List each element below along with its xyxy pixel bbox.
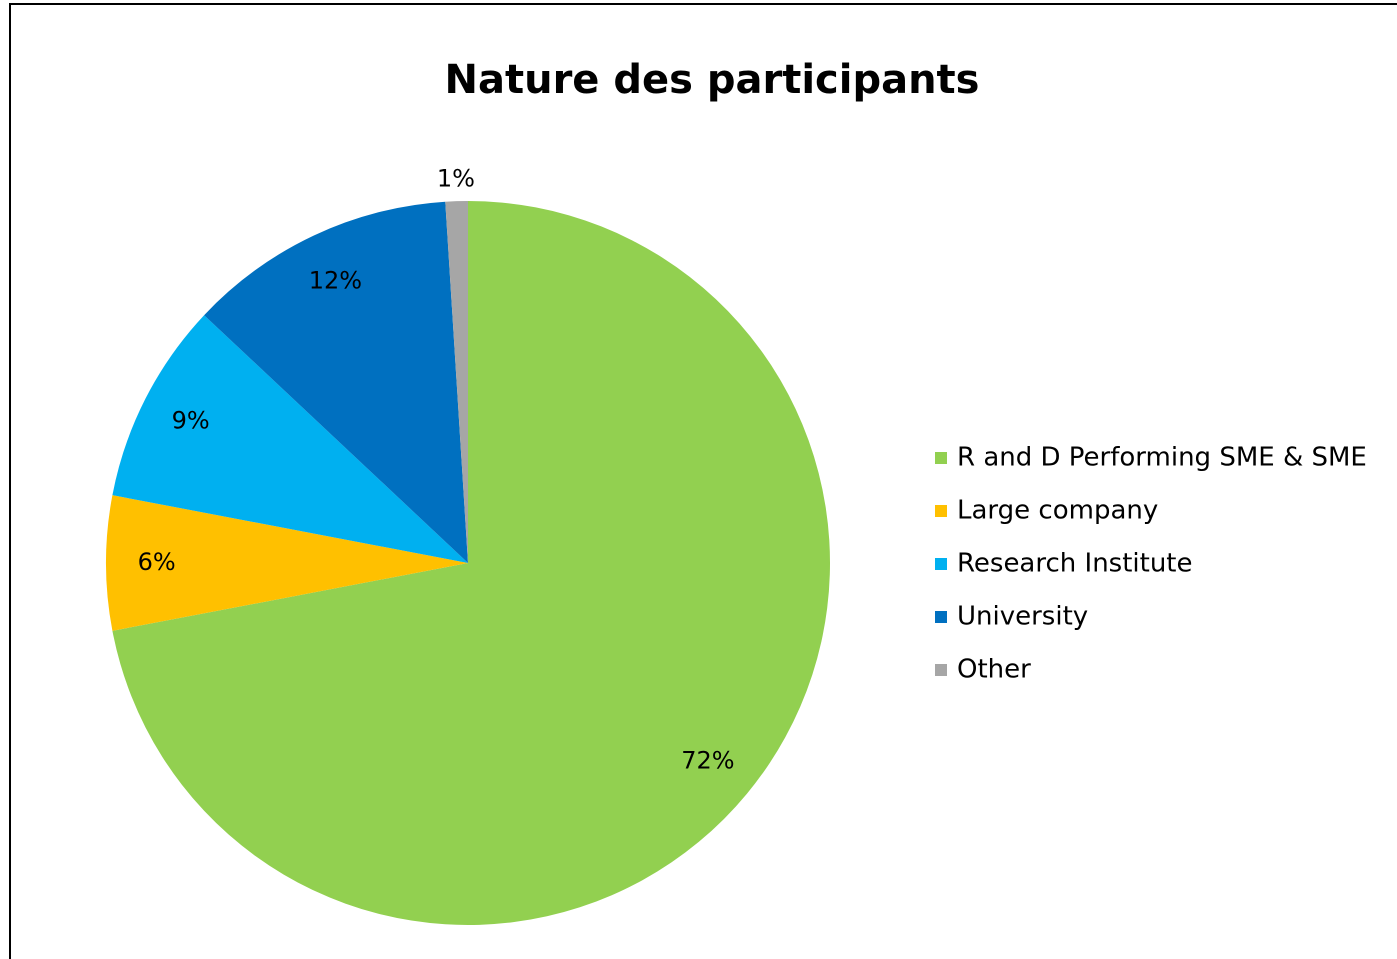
data-label: 1% xyxy=(437,164,475,192)
legend-label: Large company xyxy=(957,496,1158,526)
pie-slice xyxy=(204,201,469,563)
chart-title: Nature des participants xyxy=(445,57,980,103)
data-label: 72% xyxy=(681,746,734,774)
legend-swatch xyxy=(935,558,947,570)
pie-slice xyxy=(112,201,831,926)
legend-swatch xyxy=(935,452,947,464)
legend-swatch xyxy=(935,505,947,517)
pie-slice xyxy=(445,201,468,563)
legend-label: Other xyxy=(957,655,1031,685)
data-label: 9% xyxy=(172,407,210,435)
legend-swatch xyxy=(935,611,947,623)
legend-label: Research Institute xyxy=(957,549,1193,579)
data-label: 12% xyxy=(309,266,362,294)
legend-label: R and D Performing SME & SME xyxy=(957,443,1367,473)
pie-slice xyxy=(112,315,468,563)
legend-label: University xyxy=(957,602,1088,632)
legend-swatch xyxy=(935,664,947,676)
pie-slice xyxy=(106,495,469,631)
data-label: 6% xyxy=(138,548,176,576)
